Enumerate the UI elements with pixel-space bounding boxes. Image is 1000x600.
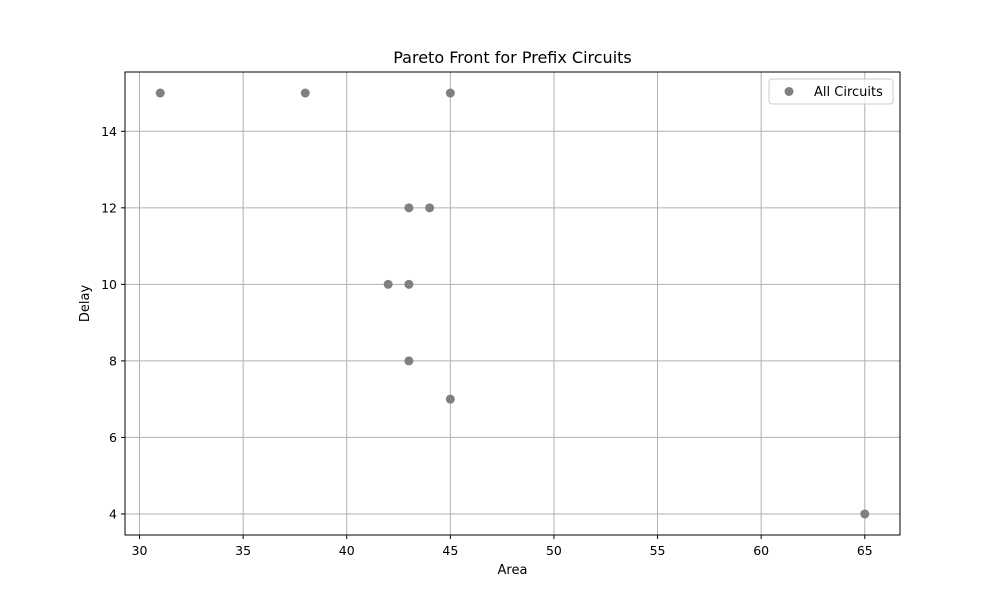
x-tick-label: 45 — [442, 543, 458, 558]
plot-frame — [124, 71, 901, 536]
grid — [125, 72, 900, 535]
x-axis-ticks: 30 35 40 45 50 55 60 65 — [132, 535, 873, 558]
data-points — [155, 88, 870, 519]
data-point — [445, 88, 455, 98]
data-point — [860, 509, 870, 519]
x-axis-label: Area — [498, 563, 528, 578]
data-point — [383, 279, 393, 289]
data-point — [300, 88, 310, 98]
y-tick-label: 10 — [101, 277, 117, 292]
chart-title: Pareto Front for Prefix Circuits — [393, 48, 632, 67]
legend-label: All Circuits — [814, 85, 883, 100]
y-tick-label: 14 — [101, 124, 117, 139]
legend-marker — [784, 87, 794, 96]
y-tick-label: 6 — [109, 430, 117, 445]
y-tick-label: 4 — [109, 506, 117, 521]
x-tick-label: 30 — [132, 543, 148, 558]
x-tick-label: 35 — [235, 543, 251, 558]
data-point — [404, 203, 414, 213]
x-tick-label: 60 — [753, 543, 769, 558]
x-tick-label: 65 — [857, 543, 873, 558]
y-axis-label: Delay — [78, 285, 93, 323]
data-point — [445, 394, 455, 404]
data-point — [404, 356, 414, 366]
y-tick-label: 12 — [101, 200, 117, 215]
data-point — [425, 203, 435, 213]
y-axis-ticks: 4 6 8 10 12 14 — [101, 124, 125, 521]
legend: All Circuits — [768, 78, 894, 105]
legend-box — [768, 78, 894, 105]
y-tick-label: 8 — [109, 353, 117, 368]
data-point — [155, 88, 165, 98]
x-tick-label: 40 — [339, 543, 355, 558]
data-point — [404, 279, 414, 289]
x-tick-label: 55 — [650, 543, 666, 558]
x-tick-label: 50 — [546, 543, 562, 558]
